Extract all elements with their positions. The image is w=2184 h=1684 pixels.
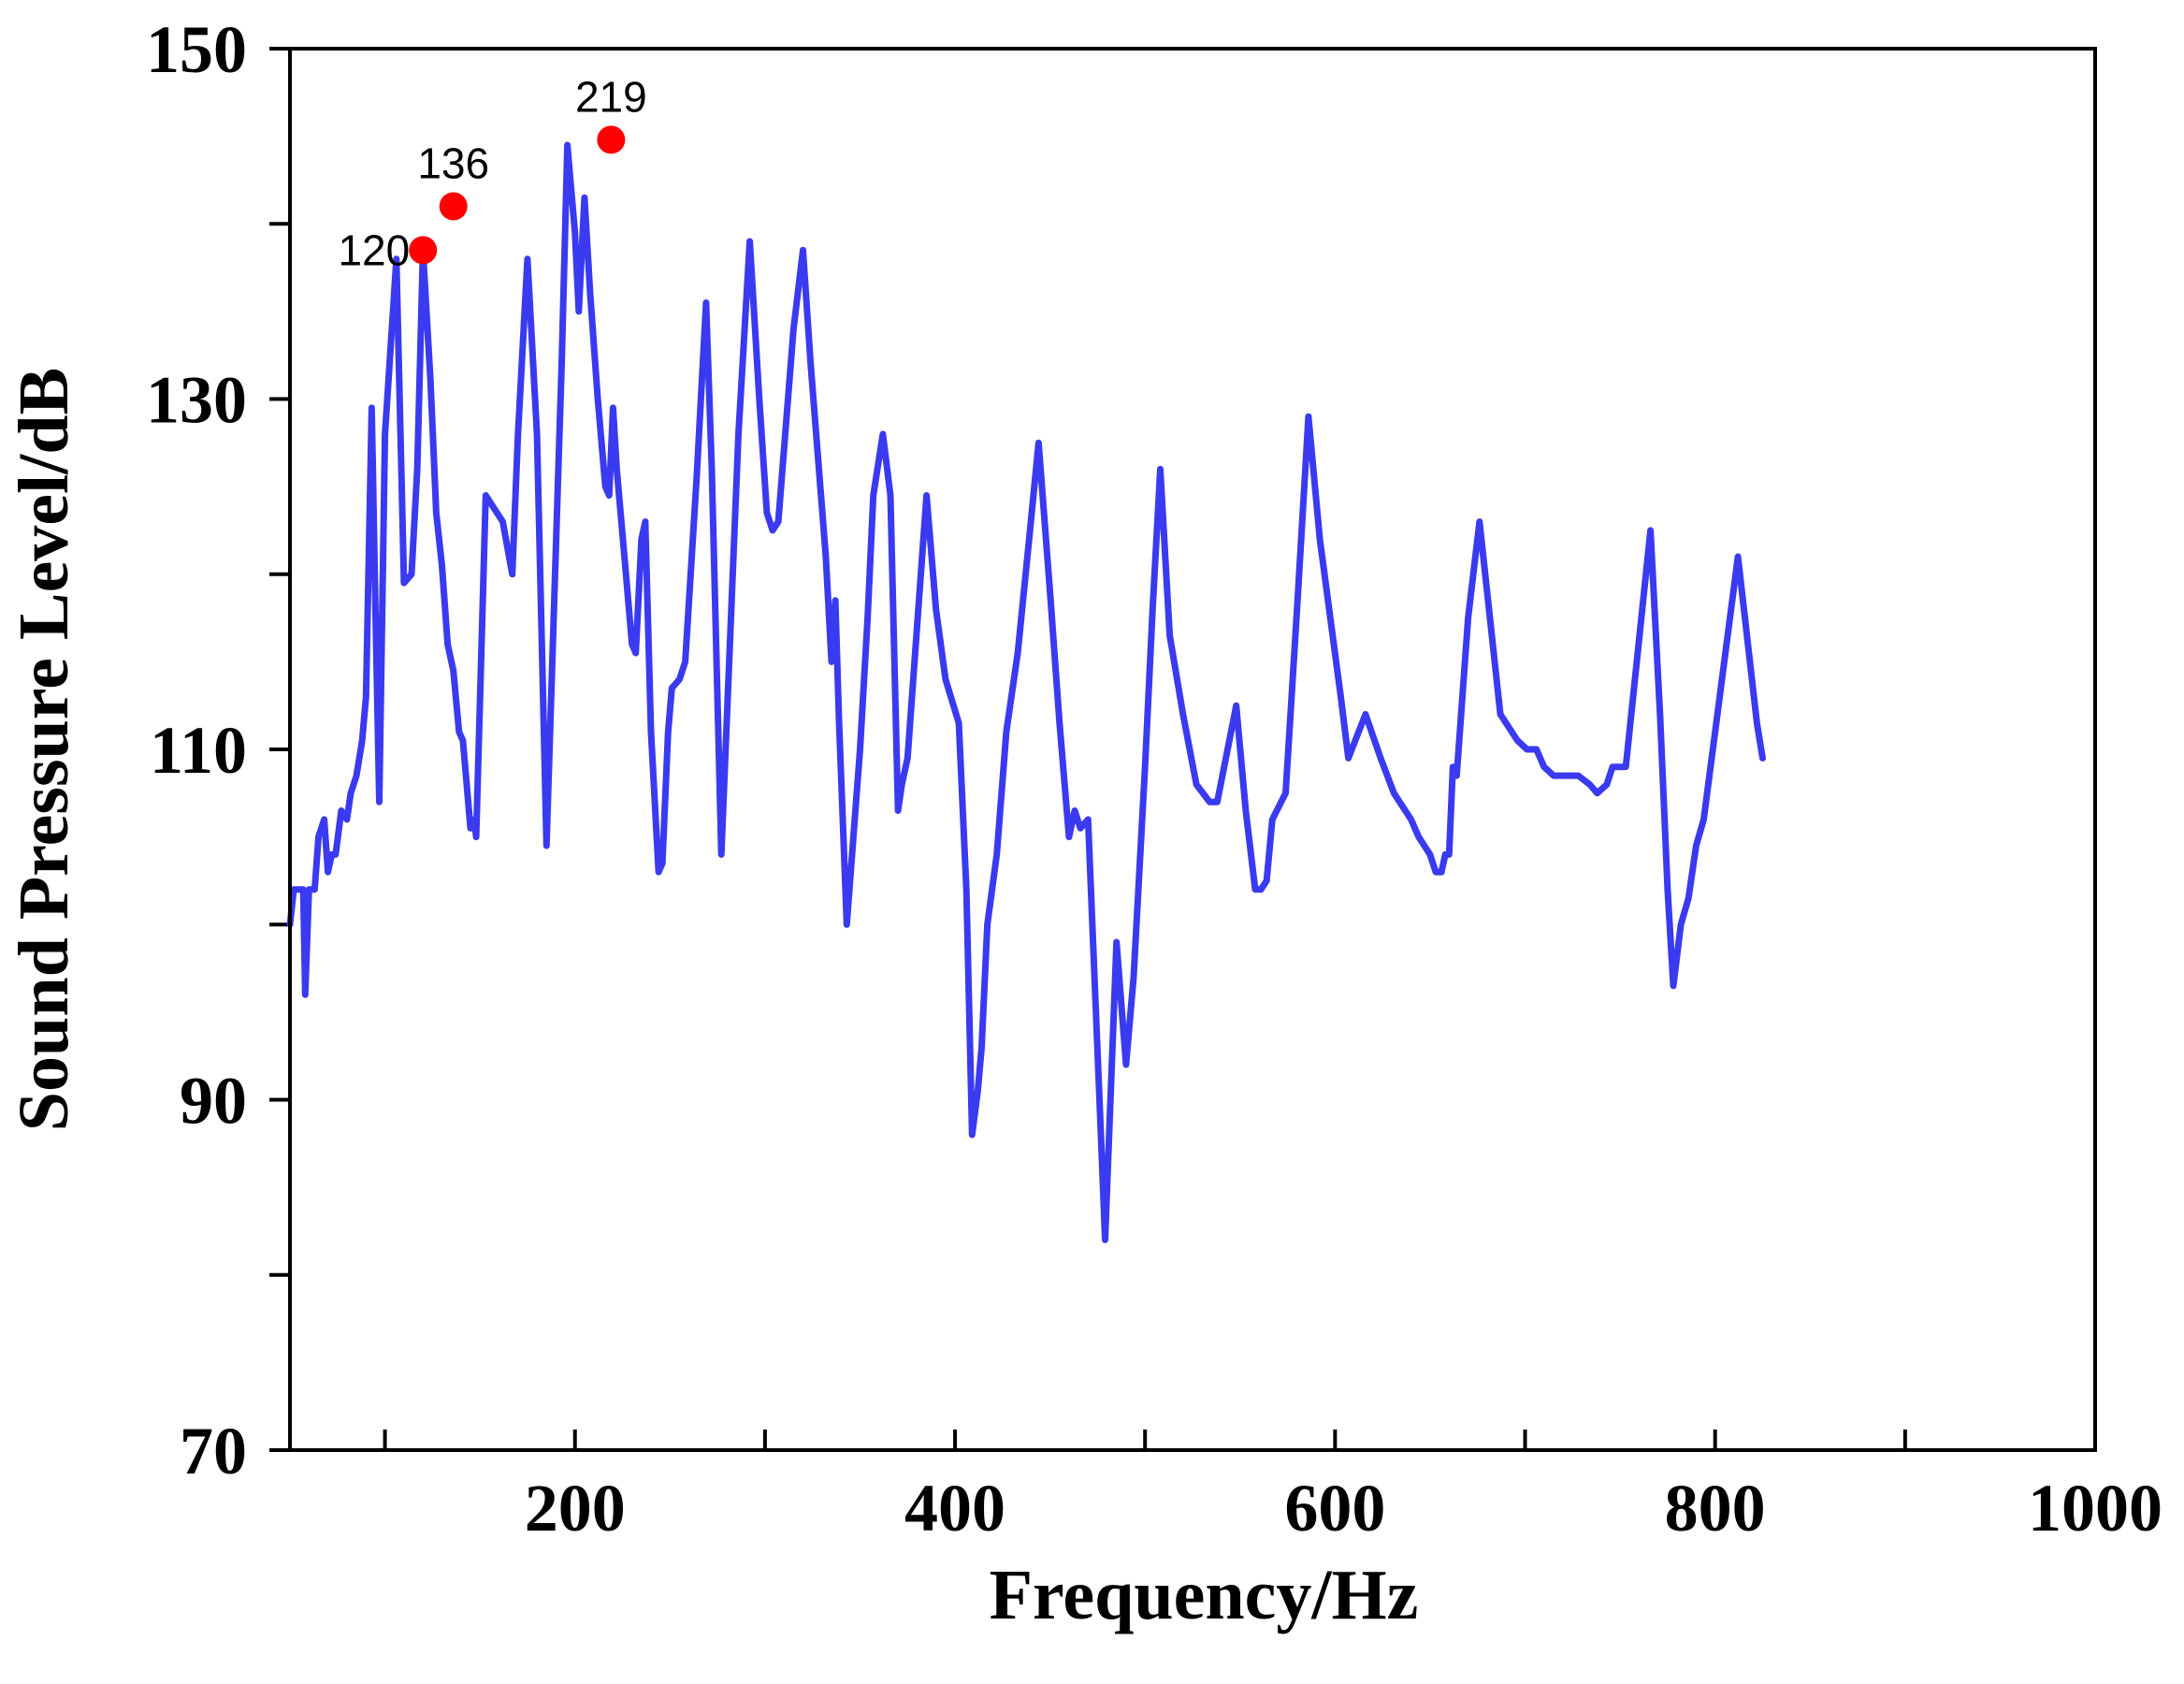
x-axis-title: Frequency/Hz: [990, 1556, 1419, 1634]
tick-labels: 200 400 600 800 1000 70 90 110 130 150: [146, 12, 2162, 1546]
peak-label: 120: [338, 225, 410, 274]
y-axis-title: Sound Pressure Level/dB: [5, 368, 83, 1131]
y-tick-label: 150: [146, 12, 247, 87]
peak-label: 136: [417, 139, 489, 188]
y-tick-label: 70: [180, 1414, 247, 1488]
y-tick-label: 90: [180, 1064, 247, 1139]
peak-marker: [597, 125, 626, 154]
x-tick-label: 200: [525, 1471, 626, 1546]
series-line: [286, 141, 1766, 1243]
peak-label: 219: [575, 72, 647, 121]
y-tick-label: 110: [150, 713, 247, 788]
x-tick-label: 400: [904, 1471, 1005, 1546]
plot-frame: [288, 47, 2097, 1452]
peak-marker: [409, 236, 438, 265]
x-tick-label: 800: [1665, 1471, 1766, 1546]
x-tick-label: 1000: [2028, 1471, 2162, 1546]
data-series: [286, 141, 1766, 1243]
y-tick-label: 130: [146, 363, 247, 438]
peak-marker: [439, 192, 468, 221]
axis-ticks: [269, 47, 2097, 1452]
x-tick-label: 600: [1284, 1471, 1385, 1546]
